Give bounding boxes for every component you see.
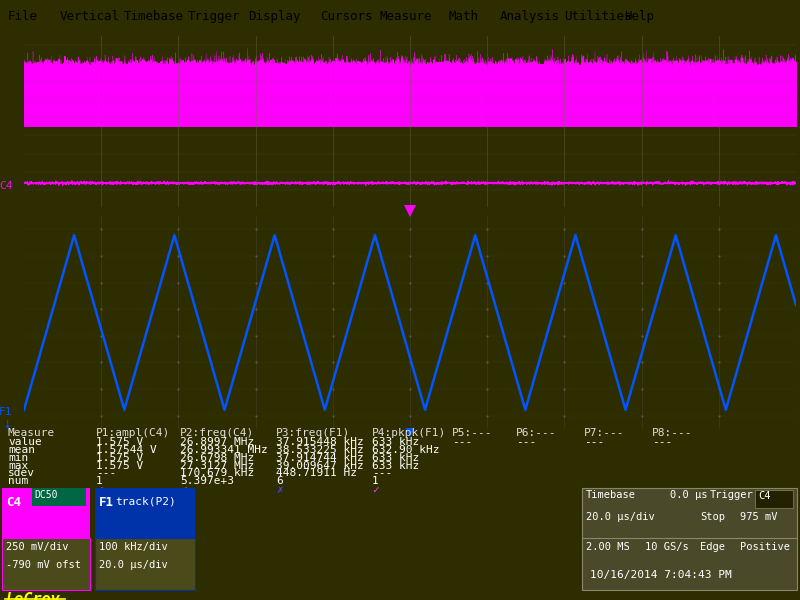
Text: 0.0 μs: 0.0 μs bbox=[670, 490, 707, 500]
Text: 170.679 kHz: 170.679 kHz bbox=[180, 468, 254, 478]
Text: Trigger: Trigger bbox=[710, 490, 754, 500]
FancyBboxPatch shape bbox=[95, 488, 195, 540]
Text: 10/16/2014 7:04:43 PM: 10/16/2014 7:04:43 PM bbox=[590, 570, 732, 580]
Text: P7:---: P7:--- bbox=[584, 428, 625, 439]
Text: P4:pkpk(F1): P4:pkpk(F1) bbox=[372, 428, 446, 439]
Text: Edge: Edge bbox=[700, 542, 725, 552]
Text: 1.575 V: 1.575 V bbox=[96, 461, 143, 470]
Text: P2:freq(C4): P2:freq(C4) bbox=[180, 428, 254, 439]
Text: LeCroy: LeCroy bbox=[5, 592, 60, 600]
Text: 26.8997 MHz: 26.8997 MHz bbox=[180, 437, 254, 446]
FancyBboxPatch shape bbox=[582, 488, 797, 540]
Text: min: min bbox=[8, 453, 28, 463]
Text: 37.915448 kHz: 37.915448 kHz bbox=[276, 437, 364, 446]
Text: DC50: DC50 bbox=[34, 490, 58, 500]
FancyBboxPatch shape bbox=[582, 538, 797, 590]
Text: C4: C4 bbox=[758, 491, 770, 501]
Text: 20.0 μs/div: 20.0 μs/div bbox=[586, 512, 654, 522]
Text: 26.993341 MHz: 26.993341 MHz bbox=[180, 445, 268, 455]
Text: Measure: Measure bbox=[380, 10, 433, 23]
Text: value: value bbox=[8, 437, 42, 446]
FancyBboxPatch shape bbox=[2, 488, 90, 540]
Text: 1.575 V: 1.575 V bbox=[96, 453, 143, 463]
Text: 26.6798 MHz: 26.6798 MHz bbox=[180, 453, 254, 463]
Text: P5:---: P5:--- bbox=[452, 428, 493, 439]
Text: 1: 1 bbox=[96, 476, 102, 486]
FancyBboxPatch shape bbox=[755, 490, 793, 508]
Text: File: File bbox=[8, 10, 38, 23]
Text: C4: C4 bbox=[0, 181, 13, 191]
Text: Measure: Measure bbox=[8, 428, 55, 439]
Text: 250 mV/div: 250 mV/div bbox=[6, 542, 69, 552]
Text: 10 GS/s: 10 GS/s bbox=[645, 542, 689, 552]
Text: Display: Display bbox=[248, 10, 301, 23]
Text: 1: 1 bbox=[372, 476, 378, 486]
Text: P1:ampl(C4): P1:ampl(C4) bbox=[96, 428, 170, 439]
Text: ---: --- bbox=[96, 468, 116, 478]
Text: max: max bbox=[8, 461, 28, 470]
Text: Help: Help bbox=[624, 10, 654, 23]
Text: ---: --- bbox=[372, 468, 392, 478]
Text: Stop: Stop bbox=[700, 512, 725, 522]
Text: 100 kHz/div: 100 kHz/div bbox=[99, 542, 168, 552]
Text: ✓: ✓ bbox=[180, 485, 186, 495]
Text: 633 kHz: 633 kHz bbox=[372, 461, 419, 470]
Text: F1: F1 bbox=[99, 496, 114, 509]
Text: 448.71911 Hz: 448.71911 Hz bbox=[276, 468, 357, 478]
FancyBboxPatch shape bbox=[95, 538, 195, 590]
Text: C4: C4 bbox=[6, 496, 21, 509]
Text: Analysis: Analysis bbox=[500, 10, 560, 23]
FancyBboxPatch shape bbox=[2, 538, 90, 590]
Text: Positive: Positive bbox=[740, 542, 790, 552]
Text: F1: F1 bbox=[0, 407, 13, 417]
Text: Timebase: Timebase bbox=[586, 490, 636, 500]
Text: 38.533225 kHz: 38.533225 kHz bbox=[276, 445, 364, 455]
Text: sdev: sdev bbox=[8, 468, 35, 478]
Text: 1.575 V: 1.575 V bbox=[96, 437, 143, 446]
Text: num: num bbox=[8, 476, 28, 486]
Text: 39.009647 kHz: 39.009647 kHz bbox=[276, 461, 364, 470]
Text: Trigger: Trigger bbox=[188, 10, 241, 23]
Text: Utilities: Utilities bbox=[564, 10, 631, 23]
Text: 5.397e+3: 5.397e+3 bbox=[180, 476, 234, 486]
Text: 2.00 MS: 2.00 MS bbox=[586, 542, 630, 552]
Text: ---: --- bbox=[516, 437, 536, 446]
FancyBboxPatch shape bbox=[32, 488, 86, 506]
Text: 632.90 kHz: 632.90 kHz bbox=[372, 445, 439, 455]
Text: Cursors: Cursors bbox=[320, 10, 373, 23]
Text: Timebase: Timebase bbox=[124, 10, 184, 23]
Text: P6:---: P6:--- bbox=[516, 428, 557, 439]
Text: ✓: ✓ bbox=[372, 485, 378, 495]
Text: ---: --- bbox=[584, 437, 604, 446]
Text: ↓: ↓ bbox=[3, 420, 13, 430]
Text: ✓: ✓ bbox=[96, 485, 102, 495]
Text: 975 mV: 975 mV bbox=[740, 512, 778, 522]
Text: 1.57544 V: 1.57544 V bbox=[96, 445, 157, 455]
Text: 633 kHz: 633 kHz bbox=[372, 453, 419, 463]
Text: Vertical: Vertical bbox=[60, 10, 120, 23]
Text: 27.3127 MHz: 27.3127 MHz bbox=[180, 461, 254, 470]
Text: ---: --- bbox=[652, 437, 672, 446]
Text: ---: --- bbox=[452, 437, 472, 446]
Text: Math: Math bbox=[448, 10, 478, 23]
Text: track(P2): track(P2) bbox=[115, 496, 176, 506]
Text: ✗: ✗ bbox=[276, 485, 282, 495]
Text: P8:---: P8:--- bbox=[652, 428, 693, 439]
Text: 6: 6 bbox=[276, 476, 282, 486]
Text: mean: mean bbox=[8, 445, 35, 455]
Text: -790 mV ofst: -790 mV ofst bbox=[6, 560, 81, 570]
Text: 20.0 μs/div: 20.0 μs/div bbox=[99, 560, 168, 570]
Text: 633 kHz: 633 kHz bbox=[372, 437, 419, 446]
Text: P3:freq(F1): P3:freq(F1) bbox=[276, 428, 350, 439]
Text: 37.914744 kHz: 37.914744 kHz bbox=[276, 453, 364, 463]
